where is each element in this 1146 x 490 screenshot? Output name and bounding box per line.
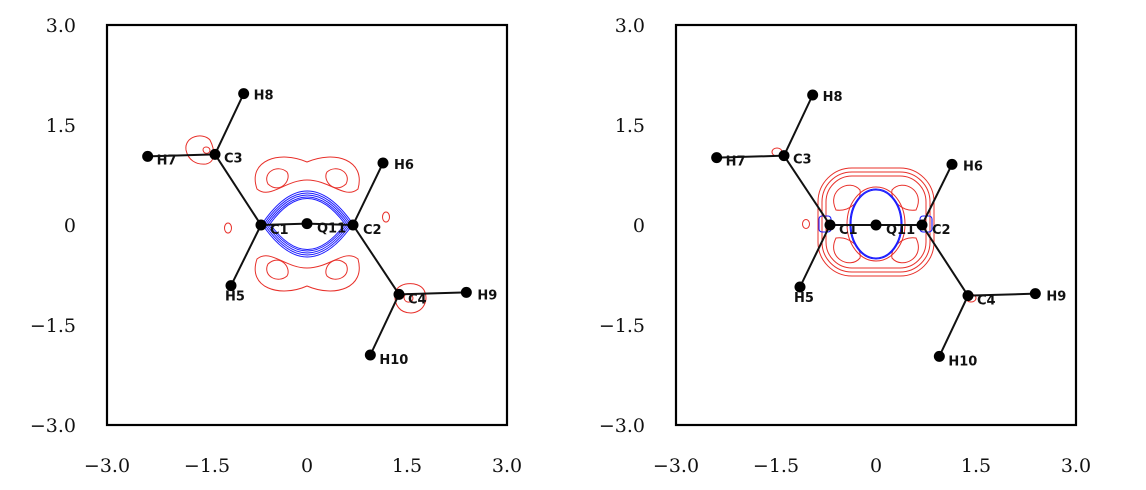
- atom-label-h10: H10: [379, 353, 408, 368]
- bond-line: [352, 162, 384, 226]
- y-tick-label: 1.5: [615, 115, 645, 137]
- atom-dot-h5: [225, 280, 237, 292]
- panel-right: −3.0 −1.5 0 1.5 3.0 3.0 1.5 0 −1.5 −3.0: [599, 15, 1091, 477]
- atom-label-c4: C4: [977, 294, 996, 309]
- x-tick-label: 0: [301, 455, 313, 477]
- y-axis-ticks: 3.0 1.5 0 −1.5 −3.0: [30, 15, 76, 437]
- bond-line: [260, 222, 308, 226]
- bond-line: [783, 155, 831, 226]
- bond-line: [783, 94, 814, 157]
- atom-dot-c1: [255, 219, 267, 231]
- atom-label-h8: H8: [254, 89, 274, 104]
- x-tick-label: 3.0: [1061, 455, 1091, 477]
- atom-dot-c3: [209, 148, 221, 160]
- atom-dot-q11: [870, 219, 882, 231]
- y-axis-ticks: 3.0 1.5 0 −1.5 −3.0: [599, 15, 645, 437]
- y-tick-label: 0: [633, 215, 645, 237]
- bond-line: [352, 224, 400, 295]
- atom-dot-h8: [238, 88, 250, 100]
- x-tick-label: −3.0: [653, 455, 699, 477]
- atom-label-q11: Q11: [317, 222, 346, 237]
- y-tick-label: −3.0: [599, 415, 645, 437]
- atom-dot-h10: [933, 350, 945, 362]
- atom-dot-h5: [794, 281, 806, 293]
- bond-line: [214, 153, 262, 226]
- atom-label-h7: H7: [726, 155, 746, 170]
- atom-label-c2: C2: [363, 223, 382, 238]
- y-tick-label: −3.0: [30, 415, 76, 437]
- bond-line: [230, 224, 262, 287]
- y-tick-label: −1.5: [30, 315, 76, 337]
- atom-dot-c2: [347, 219, 359, 231]
- x-axis-ticks: −3.0 −1.5 0 1.5 3.0: [653, 455, 1091, 477]
- atom-dot-h9: [460, 286, 472, 298]
- atom-dot-q11: [301, 218, 313, 230]
- atom-label-c3: C3: [793, 153, 812, 168]
- bonds: [716, 94, 1036, 357]
- atom-label-h7: H7: [157, 153, 177, 168]
- atoms: C1 C2 Q11 C3 C4 H5 H6 H7 H8 H9 H10: [142, 88, 497, 368]
- atoms: C1 C2 Q11 C3 C4 H5 H6 H7 H8 H9 H10: [711, 89, 1066, 369]
- atom-label-c1: C1: [270, 223, 289, 238]
- panel-left: −3.0 −1.5 0 1.5 3.0 3.0 1.5 0 −1.5 −3.0: [30, 15, 522, 477]
- bond-line: [147, 153, 216, 158]
- x-tick-label: 3.0: [492, 455, 522, 477]
- bond-line: [369, 293, 400, 356]
- x-tick-label: 1.5: [961, 455, 991, 477]
- atom-label-c3: C3: [224, 151, 243, 166]
- atom-dot-h6: [377, 157, 389, 169]
- atom-label-c2: C2: [932, 223, 951, 238]
- y-tick-label: 3.0: [46, 15, 76, 37]
- atom-dot-h8: [807, 89, 819, 101]
- atom-label-h5: H5: [794, 291, 814, 306]
- bond-line: [938, 295, 969, 357]
- x-tick-label: −3.0: [84, 455, 130, 477]
- atom-dot-h9: [1029, 288, 1041, 300]
- atom-dot-c3: [778, 150, 790, 162]
- bond-line: [799, 224, 831, 288]
- y-tick-label: 1.5: [46, 115, 76, 137]
- bond-line: [716, 154, 785, 159]
- y-tick-label: 0: [64, 215, 76, 237]
- atom-label-h10: H10: [948, 354, 977, 369]
- bond-line: [921, 224, 969, 297]
- y-tick-label: −1.5: [599, 315, 645, 337]
- atom-dot-h6: [946, 158, 958, 170]
- x-tick-label: 0: [870, 455, 882, 477]
- atom-label-h9: H9: [1046, 290, 1066, 305]
- atom-label-c4: C4: [408, 292, 427, 307]
- atom-label-h6: H6: [963, 159, 983, 174]
- bonds: [147, 93, 467, 356]
- bond-line: [967, 292, 1036, 297]
- y-tick-label: 3.0: [615, 15, 645, 37]
- x-tick-label: 1.5: [392, 455, 422, 477]
- atom-label-q11: Q11: [886, 223, 915, 238]
- x-axis-ticks: −3.0 −1.5 0 1.5 3.0: [84, 455, 522, 477]
- atom-label-h9: H9: [477, 288, 497, 303]
- atom-label-c1: C1: [839, 223, 858, 238]
- bond-line: [306, 222, 354, 226]
- atom-label-h8: H8: [823, 90, 843, 105]
- atom-dot-c1: [824, 219, 836, 231]
- atom-dot-c4: [393, 288, 405, 300]
- atom-dot-h7: [142, 150, 154, 162]
- atom-label-h5: H5: [225, 290, 245, 305]
- bond-line: [214, 93, 245, 155]
- atom-dot-c4: [962, 290, 974, 302]
- atom-dot-c2: [916, 219, 928, 231]
- atom-dot-h7: [711, 152, 723, 164]
- atom-label-h6: H6: [394, 158, 414, 173]
- x-tick-label: −1.5: [753, 455, 799, 477]
- contour-red: [185, 135, 427, 314]
- bond-line: [921, 163, 953, 226]
- atom-dot-h10: [364, 349, 376, 361]
- x-tick-label: −1.5: [184, 455, 230, 477]
- bond-line: [398, 291, 467, 296]
